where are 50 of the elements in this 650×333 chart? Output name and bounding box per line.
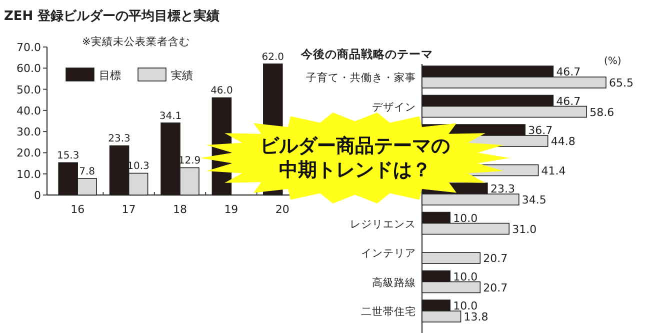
data-label: 62.0 <box>262 52 284 63</box>
y-tick-label: 高級路線 <box>372 276 416 289</box>
data-label: 13.8 <box>464 310 488 324</box>
x-tick-label: 17 <box>122 203 136 216</box>
y-tick-label: インテリア <box>361 248 416 260</box>
data-label: 36.7 <box>528 124 553 137</box>
data-label: 46.0 <box>210 86 233 97</box>
data-label: 15.3 <box>56 150 80 162</box>
data-label: 31.0 <box>512 222 537 236</box>
y-tick-label: 10.0 <box>16 168 41 181</box>
data-label: 46.7 <box>556 94 581 108</box>
data-label: 10.0 <box>453 212 478 225</box>
y-tick-label: 60.0 <box>16 62 41 76</box>
data-label: 44.8 <box>550 135 576 148</box>
chart-subtitle: ※実績未公表業者含む <box>82 35 190 48</box>
data-label: 10.0 <box>453 270 478 284</box>
x-tick-label: 18 <box>173 203 187 216</box>
y-tick-label: 30.0 <box>16 126 41 139</box>
y-tick-label: レジリエンス <box>350 218 416 230</box>
chart-title: ZEH 登録ビルダーの平均目標と実績 <box>4 8 220 24</box>
data-label: 34.5 <box>522 194 546 206</box>
data-label: 20.7 <box>483 281 508 294</box>
y-tick-label: デザイン <box>372 101 416 114</box>
data-label: 46.7 <box>556 66 581 78</box>
annotation: (%) <box>604 56 622 67</box>
annotation: 中期トレンドは？ <box>279 159 431 181</box>
x-tick-label: 16 <box>70 203 85 216</box>
data-label: 10.0 <box>453 300 478 312</box>
legend-label: 目標 <box>99 69 121 82</box>
data-label: 20.7 <box>483 252 508 265</box>
chart-title: 今後の商品戦略のテーマ <box>300 47 433 61</box>
data-label: 23.3 <box>490 182 515 196</box>
y-tick-label: 子育て・共働き・家事 <box>306 71 416 84</box>
y-tick-label: 40.0 <box>16 104 41 118</box>
data-label: 58.6 <box>590 106 614 119</box>
data-label: 41.4 <box>541 164 566 178</box>
y-tick-label: 50.0 <box>16 83 41 96</box>
data-label: 65.5 <box>609 76 634 90</box>
x-tick-label: 20 <box>275 203 290 216</box>
data-label: 7.8 <box>79 166 96 178</box>
y-tick-label: 70.0 <box>16 41 41 54</box>
data-label: 34.1 <box>159 110 182 122</box>
bar <box>422 252 481 264</box>
y-tick-label: 二世帯住宅 <box>361 305 416 318</box>
data-label: 23.3 <box>108 134 130 145</box>
y-tick-label: 20.0 <box>16 146 41 160</box>
y-tick-label: 0 <box>34 189 41 202</box>
legend-label: 実績 <box>171 69 193 82</box>
annotation: ビルダー商品テーマの <box>260 135 450 157</box>
x-tick-label: 19 <box>224 203 238 216</box>
